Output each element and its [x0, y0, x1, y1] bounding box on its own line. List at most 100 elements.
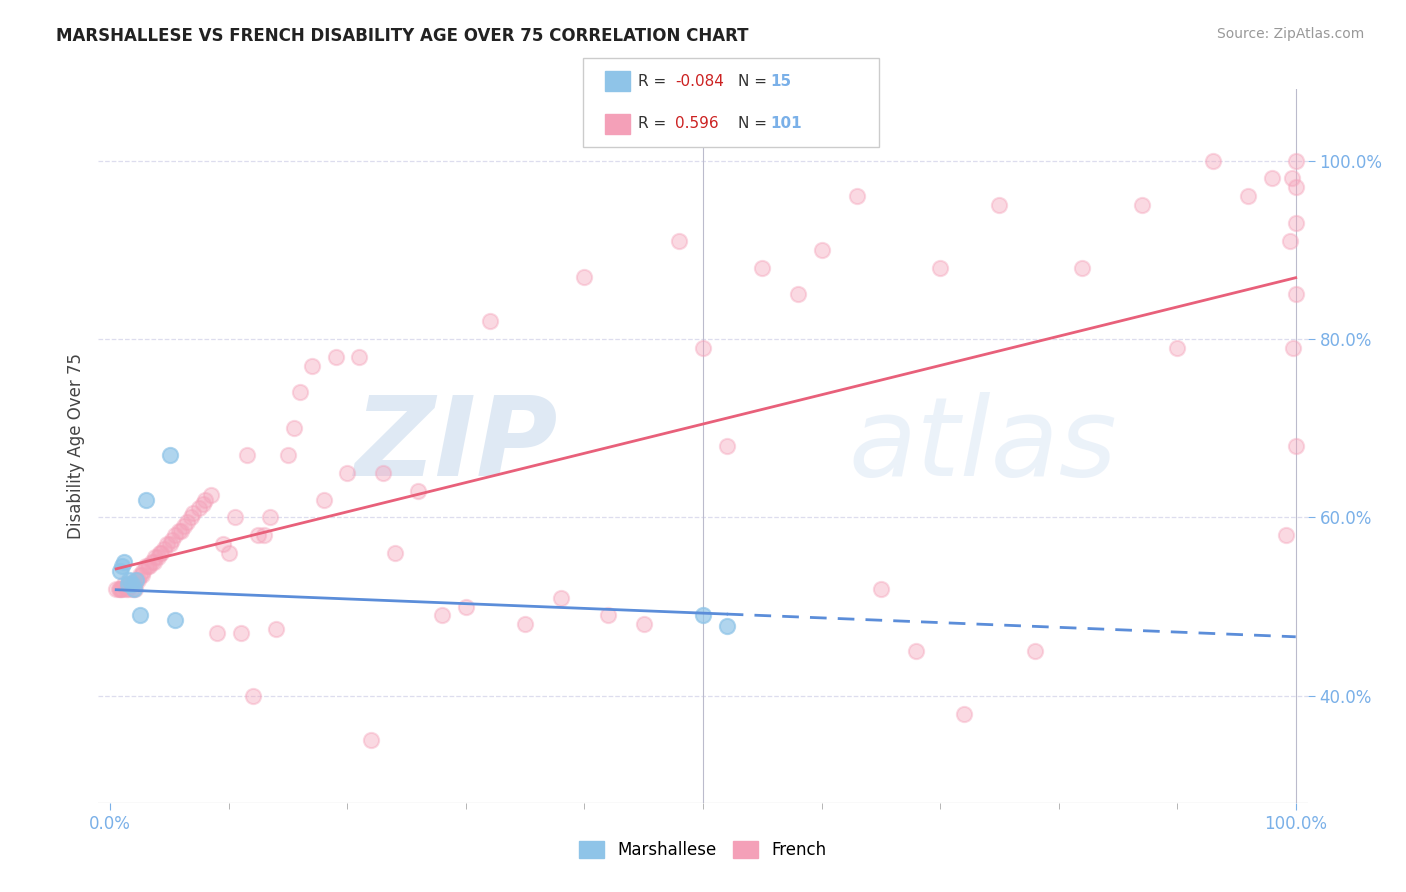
Text: R =: R =	[638, 74, 672, 88]
Point	[716, 439, 738, 453]
Point	[478, 314, 501, 328]
Text: N =: N =	[738, 74, 772, 88]
Point	[242, 689, 264, 703]
Point	[135, 559, 157, 574]
Point	[165, 528, 187, 542]
Legend: Marshallese, French: Marshallese, French	[572, 834, 834, 866]
Point	[108, 564, 131, 578]
Point	[235, 448, 257, 462]
Point	[122, 582, 145, 596]
Point	[194, 492, 217, 507]
Point	[247, 528, 270, 542]
Point	[224, 510, 246, 524]
Point	[325, 350, 347, 364]
Point	[1282, 341, 1305, 355]
Point	[176, 515, 198, 529]
Point	[301, 359, 323, 373]
Point	[129, 568, 152, 582]
Point	[114, 577, 136, 591]
Point	[283, 421, 305, 435]
Point	[111, 582, 134, 596]
Point	[156, 537, 179, 551]
Point	[371, 466, 394, 480]
Point	[141, 555, 163, 569]
Point	[550, 591, 572, 605]
Point	[751, 260, 773, 275]
Point	[253, 528, 276, 542]
Point	[149, 546, 172, 560]
Point	[277, 448, 299, 462]
Point	[1261, 171, 1284, 186]
Point	[191, 497, 214, 511]
Point	[1237, 189, 1260, 203]
Point	[336, 466, 359, 480]
Point	[988, 198, 1011, 212]
Point	[121, 577, 143, 591]
Point	[122, 577, 145, 591]
Point	[111, 559, 134, 574]
Point	[107, 582, 129, 596]
Point	[135, 492, 157, 507]
Point	[136, 559, 159, 574]
Point	[152, 541, 174, 556]
Point	[384, 546, 406, 560]
Point	[288, 385, 311, 400]
Point	[1202, 153, 1225, 168]
Point	[121, 582, 143, 596]
Point	[1285, 216, 1308, 230]
Point	[846, 189, 869, 203]
Point	[124, 582, 146, 596]
Point	[1278, 234, 1301, 248]
Point	[952, 706, 974, 721]
Point	[905, 644, 928, 658]
Point	[1281, 171, 1303, 186]
Point	[786, 287, 808, 301]
Point	[117, 577, 139, 591]
Text: 0.596: 0.596	[675, 117, 718, 131]
Text: 101: 101	[770, 117, 801, 131]
Point	[132, 564, 155, 578]
Text: 15: 15	[770, 74, 792, 88]
Text: MARSHALLESE VS FRENCH DISABILITY AGE OVER 75 CORRELATION CHART: MARSHALLESE VS FRENCH DISABILITY AGE OVE…	[56, 27, 749, 45]
Point	[170, 524, 193, 538]
Point	[692, 341, 714, 355]
Point	[360, 733, 382, 747]
Point	[1166, 341, 1188, 355]
Point	[432, 608, 454, 623]
Point	[181, 506, 204, 520]
Point	[200, 488, 222, 502]
Point	[146, 550, 169, 565]
Point	[229, 626, 252, 640]
Point	[929, 260, 952, 275]
Point	[1285, 287, 1308, 301]
Point	[1071, 260, 1094, 275]
Point	[108, 582, 131, 596]
Point	[1024, 644, 1046, 658]
Point	[598, 608, 620, 623]
Point	[810, 243, 832, 257]
Point	[143, 555, 166, 569]
Point	[138, 559, 160, 574]
Point	[173, 519, 195, 533]
Point	[454, 599, 477, 614]
Point	[105, 849, 128, 863]
Point	[143, 550, 166, 565]
Point	[114, 555, 136, 569]
Point	[188, 501, 211, 516]
Text: -0.084: -0.084	[675, 74, 724, 88]
Point	[160, 533, 183, 547]
Point	[118, 577, 141, 591]
Point	[408, 483, 430, 498]
Point	[180, 510, 202, 524]
Point	[869, 582, 891, 596]
Point	[131, 568, 153, 582]
Point	[264, 622, 287, 636]
Point	[259, 510, 281, 524]
Point	[167, 524, 190, 538]
Point	[633, 617, 655, 632]
Point	[205, 626, 228, 640]
Point	[1285, 153, 1308, 168]
Text: ZIP: ZIP	[354, 392, 558, 500]
Point	[312, 492, 335, 507]
Point	[150, 546, 173, 560]
